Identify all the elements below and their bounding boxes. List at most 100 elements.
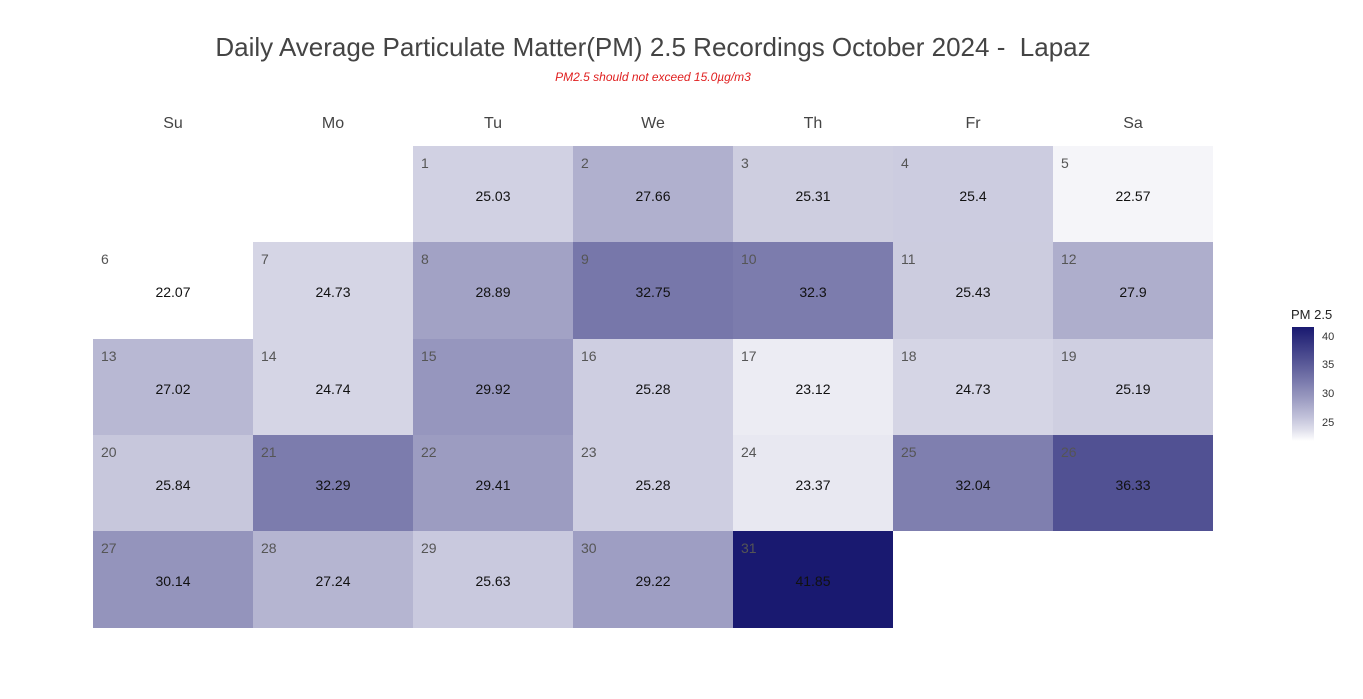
- pm25-value-label: 32.04: [955, 477, 991, 493]
- day-number: 18: [901, 348, 917, 364]
- calendar-day-cell: 27 30.14: [93, 531, 253, 628]
- calendar-day-cell: 12 27.9: [1053, 242, 1213, 339]
- legend-tick-mark: [1314, 395, 1318, 396]
- chart-title: Daily Average Particulate Matter(PM) 2.5…: [215, 32, 1091, 62]
- day-number: 12: [1061, 251, 1077, 267]
- pm25-value-label: 27.9: [1119, 284, 1147, 300]
- pm25-value-label: 25.63: [475, 573, 511, 589]
- day-number: 30: [581, 540, 597, 556]
- day-number: 21: [261, 444, 277, 460]
- legend-tick-label: 35: [1322, 359, 1335, 371]
- legend-tick-mark: [1314, 424, 1318, 425]
- calendar-day-cell: 25 32.04: [893, 435, 1053, 531]
- day-number: 11: [901, 251, 916, 267]
- calendar-day-cell: 4 25.4: [893, 146, 1053, 242]
- day-number: 31: [741, 540, 757, 556]
- pm25-value-label: 25.03: [475, 188, 511, 204]
- calendar-day-cell: 19 25.19: [1053, 339, 1213, 435]
- pm25-value-label: 23.12: [795, 381, 831, 397]
- calendar-day-cell: 10 32.3: [733, 242, 893, 339]
- calendar-day-cell: 29 25.63: [413, 531, 573, 628]
- pm25-value-label: 24.73: [315, 284, 351, 300]
- pm25-value-label: 22.07: [155, 284, 191, 300]
- pm25-value-label: 25.19: [1115, 381, 1151, 397]
- day-number: 7: [261, 251, 269, 267]
- day-number: 1: [421, 155, 429, 171]
- legend-tick-label: 25: [1322, 417, 1335, 429]
- weekday-label: Tu: [483, 115, 503, 132]
- pm25-value-label: 29.92: [475, 381, 511, 397]
- day-number: 27: [101, 540, 117, 556]
- weekday-label: Th: [803, 115, 823, 132]
- day-number: 16: [581, 348, 597, 364]
- pm25-value-label: 27.24: [315, 573, 351, 589]
- day-number: 26: [1061, 444, 1077, 460]
- pm25-value-label: 25.84: [155, 477, 191, 493]
- pm25-value-label: 24.74: [315, 381, 351, 397]
- day-number: 10: [741, 251, 757, 267]
- day-number: 24: [741, 444, 757, 460]
- pm25-value-label: 24.73: [955, 381, 991, 397]
- day-number: 28: [261, 540, 277, 556]
- legend-color-bar: [1292, 327, 1314, 441]
- pm25-value-label: 23.37: [795, 477, 831, 493]
- day-number: 5: [1061, 155, 1069, 171]
- day-number: 9: [581, 251, 589, 267]
- calendar-day-cell: 30 29.22: [573, 531, 733, 628]
- pm25-value-label: 25.28: [635, 477, 671, 493]
- calendar-day-cell: 6 22.07: [93, 242, 253, 339]
- calendar-day-cell: 17 23.12: [733, 339, 893, 435]
- legend-tick-label: 30: [1322, 388, 1335, 400]
- calendar-day-cell: 18 24.73: [893, 339, 1053, 435]
- weekday-label: We: [641, 115, 665, 132]
- calendar-day-cell: 11 25.43: [893, 242, 1053, 339]
- weekday-label: Mo: [321, 115, 345, 132]
- calendar-day-cell: 22 29.41: [413, 435, 573, 531]
- pm25-value-label: 25.4: [959, 188, 987, 204]
- day-number: 6: [101, 251, 109, 267]
- pm25-value-label: 25.28: [635, 381, 671, 397]
- day-number: 29: [421, 540, 437, 556]
- pm25-value-label: 32.75: [635, 284, 671, 300]
- day-number: 2: [581, 155, 589, 171]
- weekday-label: Su: [163, 115, 183, 132]
- weekday-label: Fr: [965, 115, 981, 132]
- calendar-day-cell: 28 27.24: [253, 531, 413, 628]
- chart-subtitle: PM2.5 should not exceed 15.0µg/m3: [555, 70, 751, 84]
- pm25-value-label: 29.41: [475, 477, 511, 493]
- day-number: 15: [421, 348, 437, 364]
- day-number: 22: [421, 444, 437, 460]
- day-number: 19: [1061, 348, 1077, 364]
- calendar-day-cell: 26 36.33: [1053, 435, 1213, 531]
- calendar-day-cell: 14 24.74: [253, 339, 413, 435]
- day-number: 23: [581, 444, 597, 460]
- legend-tick-mark: [1314, 338, 1318, 339]
- pm25-value-label: 27.66: [635, 188, 671, 204]
- day-number: 17: [741, 348, 757, 364]
- calendar-day-cell: 20 25.84: [93, 435, 253, 531]
- pm25-value-label: 25.43: [955, 284, 991, 300]
- calendar-day-cell: 7 24.73: [253, 242, 413, 339]
- pm25-value-label: 27.02: [155, 381, 191, 397]
- calendar-day-cell: 5 22.57: [1053, 146, 1213, 242]
- calendar-day-cell: 8 28.89: [413, 242, 573, 339]
- legend-title: PM 2.5: [1291, 307, 1333, 322]
- calendar-day-cell: 24 23.37: [733, 435, 893, 531]
- pm25-value-label: 25.31: [795, 188, 831, 204]
- pm25-value-label: 28.89: [475, 284, 511, 300]
- day-number: 4: [901, 155, 909, 171]
- calendar-day-cell: 3 25.31: [733, 146, 893, 242]
- day-number: 14: [261, 348, 277, 364]
- calendar-day-cell: 1 25.03: [413, 146, 573, 242]
- pm25-value-label: 29.22: [635, 573, 671, 589]
- calendar-day-cell: 16 25.28: [573, 339, 733, 435]
- calendar-day-cell: 23 25.28: [573, 435, 733, 531]
- day-number: 13: [101, 348, 117, 364]
- pm25-value-label: 22.57: [1115, 188, 1151, 204]
- calendar-day-cell: 13 27.02: [93, 339, 253, 435]
- legend-tick-mark: [1314, 366, 1318, 367]
- calendar-day-cell: 31 41.85: [733, 531, 893, 628]
- day-number: 3: [741, 155, 749, 171]
- pm25-value-label: 41.85: [795, 573, 831, 589]
- weekday-label: Sa: [1123, 115, 1143, 132]
